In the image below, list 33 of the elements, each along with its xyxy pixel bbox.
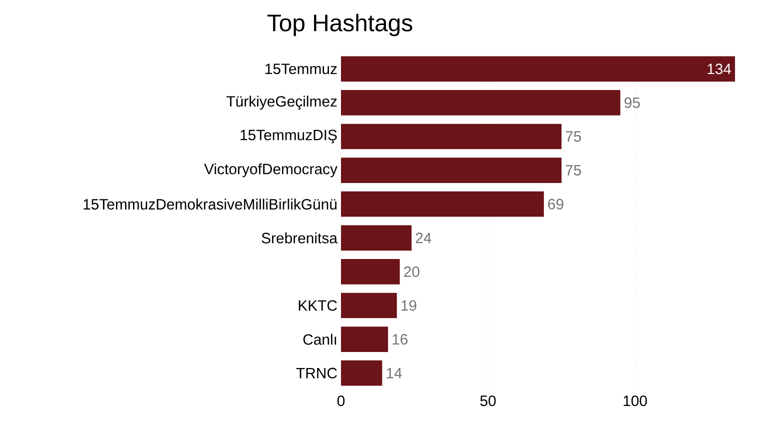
chart-title: Top Hashtags: [267, 14, 412, 36]
y-tick-label: Canlı: [303, 334, 336, 345]
data-label: 16: [392, 334, 408, 345]
y-tick-label: Srebrenitsa: [262, 232, 338, 244]
y-tick-label: 15Temmuz: [266, 64, 337, 74]
bar: [341, 56, 736, 82]
bar: [341, 191, 544, 217]
x-tick-label: 50: [480, 396, 496, 406]
y-tick-label: TRNC: [296, 368, 337, 378]
data-label: 75: [566, 131, 582, 142]
bar: [341, 360, 382, 386]
data-label: 134: [708, 64, 732, 74]
x-tick-label: 100: [624, 396, 647, 406]
bar: [341, 292, 397, 318]
bar: [341, 90, 620, 116]
data-label: 20: [404, 266, 420, 277]
data-label: 14: [386, 368, 402, 378]
bar: [341, 158, 562, 183]
bar: [341, 326, 388, 352]
bar: [341, 225, 412, 251]
data-label: 24: [416, 232, 432, 244]
data-label: 75: [566, 165, 582, 176]
bar: [341, 259, 400, 284]
data-label: 69: [548, 198, 564, 210]
data-label: 95: [624, 97, 640, 108]
data-label: 19: [402, 300, 416, 311]
y-tick-label: 15TemmuzDIŞ: [240, 130, 337, 144]
y-tick-label: 15TemmuzDemokrasiveMilliBirlikGünü: [84, 198, 336, 210]
y-tick-label: TürkiyeGeçilmez: [226, 96, 337, 110]
y-tick-label: VictoryofDemocracy: [204, 163, 338, 178]
x-tick-label: 0: [337, 396, 345, 406]
bar: [341, 124, 562, 150]
y-tick-label: KKTC: [298, 300, 337, 311]
